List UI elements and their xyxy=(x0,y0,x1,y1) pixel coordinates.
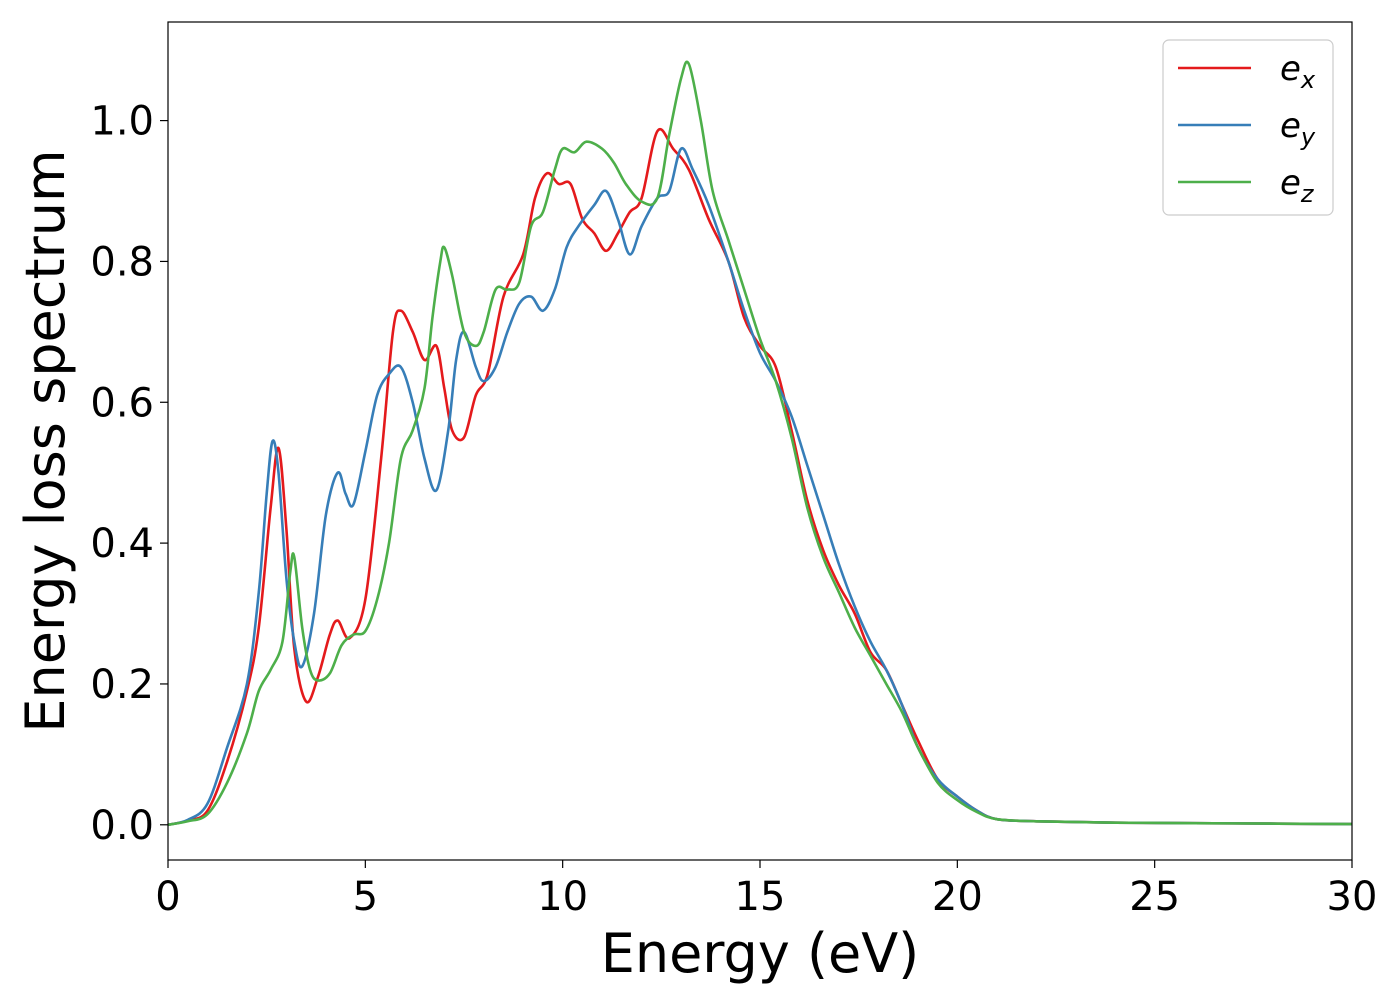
legend-label-base: e xyxy=(1280,163,1301,203)
legend-label-subscript: y xyxy=(1300,123,1316,151)
y-tick-label: 0.0 xyxy=(90,803,154,849)
y-tick-label: 0.4 xyxy=(90,521,154,567)
x-tick-label: 30 xyxy=(1327,874,1378,920)
x-axis: 0 5 10 15 20 25 30 xyxy=(155,860,1377,920)
x-tick-label: 15 xyxy=(735,874,786,920)
y-axis: 0.0 0.2 0.4 0.6 0.8 1.0 xyxy=(90,99,168,849)
legend-label-subscript: x xyxy=(1300,66,1316,94)
legend-label-y: ey xyxy=(1280,106,1316,151)
legend-label-x: ex xyxy=(1280,49,1316,94)
x-tick-label: 0 xyxy=(155,874,180,920)
legend-label-base: e xyxy=(1280,49,1301,89)
x-tick-label: 5 xyxy=(353,874,378,920)
x-tick-label: 25 xyxy=(1129,874,1180,920)
y-axis-title: Energy loss spectrum xyxy=(14,149,77,732)
y-tick-label: 0.6 xyxy=(90,380,154,426)
x-tick-label: 20 xyxy=(932,874,983,920)
legend-label-base: e xyxy=(1280,106,1301,146)
y-tick-label: 0.8 xyxy=(90,239,154,285)
series-line-y xyxy=(167,146,1353,827)
legend-label-z: ez xyxy=(1280,163,1315,208)
x-axis-title: Energy (eV) xyxy=(601,922,920,985)
x-tick-label: 10 xyxy=(537,874,588,920)
y-tick-label: 0.2 xyxy=(90,662,154,708)
legend-label-subscript: z xyxy=(1300,180,1315,208)
legend-box xyxy=(1162,39,1334,216)
y-tick-label: 1.0 xyxy=(90,99,154,145)
series-layer xyxy=(167,60,1353,827)
series-line-z xyxy=(167,60,1353,827)
